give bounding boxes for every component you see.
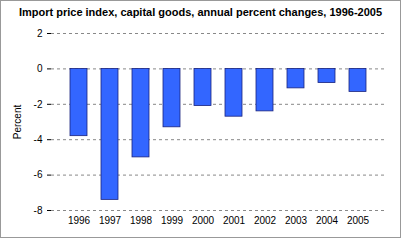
svg-text:-2: -2: [34, 99, 43, 110]
html-text:Import price index, capital go: Import price index, capital goods, annua…: [18, 6, 383, 18]
svg-text:-4: -4: [34, 134, 43, 145]
svg-text:2002: 2002: [254, 215, 277, 226]
svg-text:-8: -8: [34, 205, 43, 216]
svg-text:2003: 2003: [285, 215, 308, 226]
svg-text:1996: 1996: [68, 215, 91, 226]
svg-text:1998: 1998: [130, 215, 153, 226]
svg-text:1997: 1997: [99, 215, 122, 226]
svg-text:2004: 2004: [316, 215, 339, 226]
svg-text:2000: 2000: [192, 215, 215, 226]
svg-text:2005: 2005: [347, 215, 370, 226]
svg-text:2001: 2001: [223, 215, 246, 226]
svg-text:0: 0: [37, 63, 43, 74]
svg-text:1999: 1999: [161, 215, 184, 226]
svg-text:Percent: Percent: [12, 105, 23, 140]
svg-text:2: 2: [37, 28, 43, 39]
svg-text:-6: -6: [34, 169, 43, 180]
